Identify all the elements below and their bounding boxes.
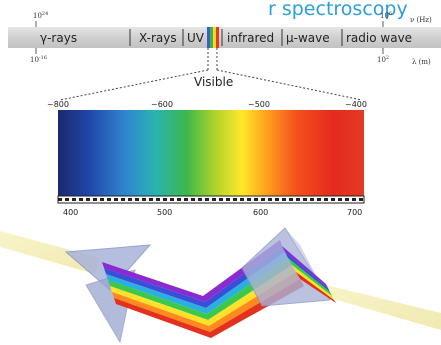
svg-text:106: 106 (380, 11, 392, 20)
svg-text:~400: ~400 (345, 100, 367, 109)
svg-text:10-16: 10-16 (30, 55, 47, 64)
frequency-unit: ν (Hz) (410, 16, 432, 24)
band-gamma-rays: γ-rays (40, 31, 77, 45)
band-x-rays: X-rays (139, 31, 177, 45)
svg-text:500: 500 (157, 208, 172, 217)
bottom-wavelength-scale: 400 500 600 700 (63, 208, 362, 217)
prism-right (241, 227, 331, 307)
svg-text:~600: ~600 (151, 100, 173, 109)
svg-text:~500: ~500 (248, 100, 270, 109)
page-title-fragment: r spectroscopy (268, 0, 408, 20)
visible-label: Visible (194, 75, 233, 89)
wavelength-unit: λ (m) (412, 58, 431, 66)
band-microwave: μ-wave (286, 31, 330, 45)
wavelength-scale: 10-16 102 λ (m) (30, 48, 431, 66)
svg-text:1024: 1024 (33, 11, 48, 20)
top-wavelength-scale: ~800 ~600 ~500 ~400 (47, 100, 367, 109)
visible-spectrum-gradient (58, 110, 364, 196)
frequency-scale: 1024 106 ν (Hz) (33, 11, 432, 27)
svg-text:700: 700 (347, 208, 362, 217)
visible-band-marker (207, 27, 210, 48)
prism-dispersion-illustration (0, 227, 441, 344)
zoom-guides (59, 48, 363, 101)
band-radio-wave: radio wave (346, 31, 412, 45)
band-uv: UV (187, 31, 205, 45)
svg-text:600: 600 (253, 208, 268, 217)
em-spectrum-bar: γ-rays X-rays UV infrared μ-wave radio w… (8, 27, 441, 48)
band-infrared: infrared (227, 31, 274, 45)
svg-text:400: 400 (63, 208, 78, 217)
spectrum-ruler (57, 195, 365, 204)
svg-text:~800: ~800 (47, 100, 69, 109)
svg-text:102: 102 (377, 55, 389, 64)
rainbow-exit-beam (282, 246, 336, 303)
